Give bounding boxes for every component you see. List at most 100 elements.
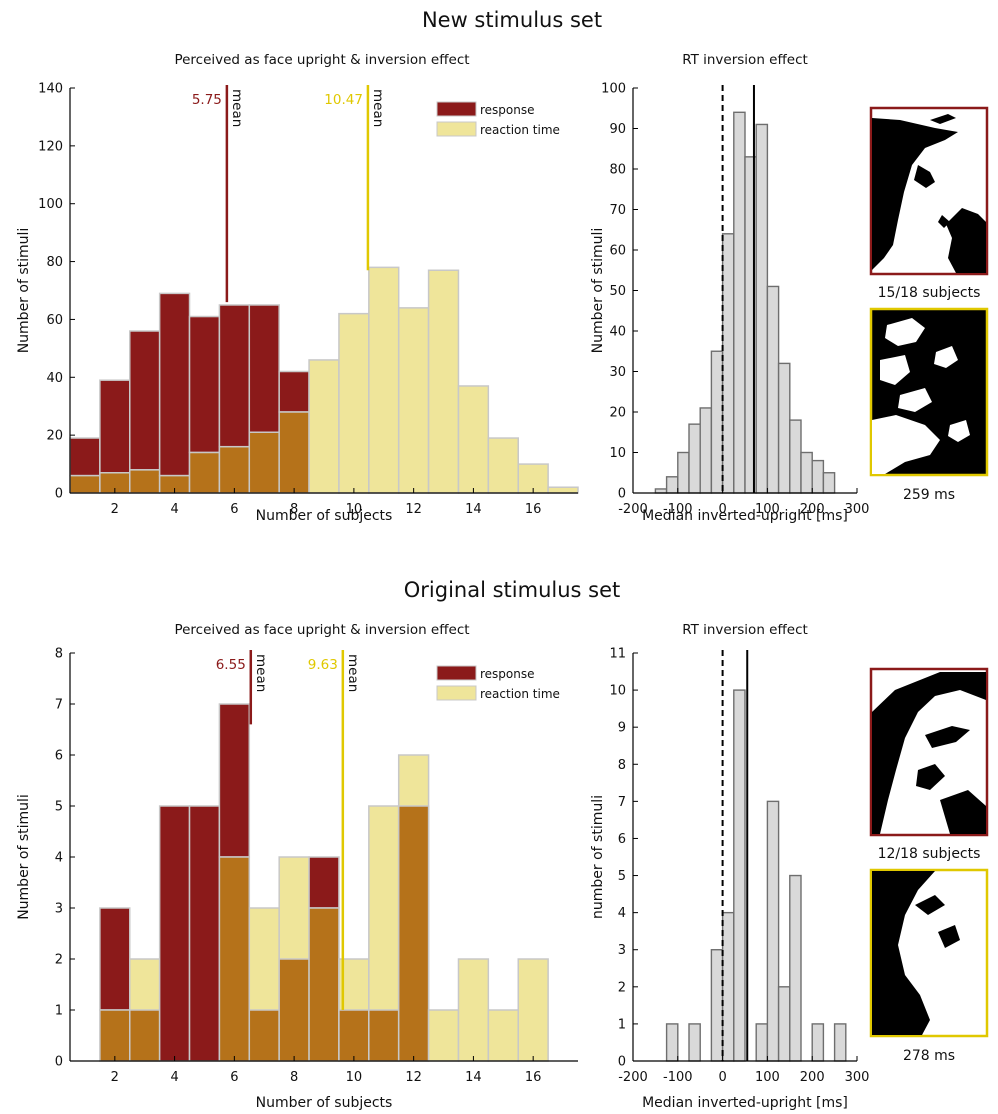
c1-ytick-label: 70 [609,203,626,218]
rt-bar [766,800,780,1062]
bar-response [129,330,161,471]
bar-overlap [129,469,161,494]
c2-xtick-label: 8 [290,1070,298,1085]
rt-bar [733,689,746,1062]
c3-x-label: Median inverted-upright [ms] [642,1095,848,1111]
c3-xtick-label: 300 [845,1070,870,1085]
example-stimulus-rt-original [869,868,989,1038]
bar-response [218,703,251,858]
panel-title-new: New stimulus set [422,8,602,32]
legend-swatch-response [436,101,477,117]
rt-bar [755,1023,769,1062]
bar-response [69,437,101,477]
rt-bar [710,949,724,1062]
rt-bar [811,1023,825,1062]
mean-value-reaction-time: 10.47 [324,92,363,108]
c2-ytick-label: 7 [55,698,63,713]
c3-ytick-label: 0 [618,1055,626,1070]
rt-bar [766,285,780,494]
example-caption-rt-new: 259 ms [903,487,955,503]
c2-xtick-label: 6 [230,1070,238,1085]
bar-overlap [248,1009,280,1062]
example-caption-rt-original: 278 ms [903,1048,955,1064]
bar-response [308,856,340,909]
c3-ytick-label: 4 [618,906,626,921]
rt-bar [654,488,668,494]
c0-title: Perceived as face upright & inversion ef… [174,52,469,68]
example-stimulus-rt-new [869,307,989,477]
rt-bar [665,476,679,494]
c1-ytick-label: 100 [601,82,626,97]
bar-response [99,907,131,1011]
bar-reaction-time [338,312,370,494]
rt-bar [822,472,836,494]
c0-xtick-label: 6 [230,502,238,517]
rt-bar [721,233,735,494]
c3-ytick-label: 2 [618,980,626,995]
rt-bar [710,350,724,494]
hist-rt-new: RT inversion effect 0 10 20 30 40 50 60 70 80 90 10… [590,52,869,524]
legend-label-response: response [480,667,535,681]
example-caption-response-original: 12/18 subjects [878,846,981,862]
rt-bar [789,874,802,1062]
legend-label-reaction-time: reaction time [480,687,560,701]
c1-ytick-label: 60 [609,244,626,259]
c2-ytick-label: 0 [55,1055,63,1070]
rt-bar [777,986,791,1062]
bar-overlap [188,451,221,494]
c0-ytick-label: 60 [46,313,63,328]
c3-ytick-label: 8 [618,758,626,773]
bar-overlap [338,1009,370,1062]
bar-reaction-time [308,359,340,494]
bar-reaction-time [517,958,549,1062]
c2-xtick-label: 4 [170,1070,178,1085]
bar-response [278,370,310,413]
bar-reaction-time [457,385,490,494]
legend-label-reaction-time: reaction time [480,123,560,137]
panel-title-original: Original stimulus set [404,578,620,602]
c3-ytick-label: 3 [618,943,626,958]
bar-reaction-time [487,437,519,494]
mean-word-reaction-time: mean [370,89,386,127]
bar-response [158,292,191,477]
c3-xtick-label: 200 [800,1070,825,1085]
c0-ytick-label: 20 [46,429,63,444]
rt-bar [800,451,813,494]
c3-ytick-label: 1 [618,1017,626,1032]
c3-xtick-label: 0 [718,1070,726,1085]
c2-ytick-label: 5 [55,800,63,815]
c1-ytick-label: 50 [609,284,626,299]
rt-bar [688,1023,701,1062]
c1-xtick-label: 0 [718,502,726,517]
c3-ytick-label: 6 [618,832,626,847]
bar-overlap [129,1009,161,1062]
c3-xtick-label: -200 [618,1070,648,1085]
bar-response [248,304,280,434]
bar-overlap [368,1009,400,1062]
rt-bar [789,419,802,494]
c1-xtick-label: 100 [755,502,780,517]
c1-ytick-label: 80 [609,163,626,178]
bar-overlap [278,958,310,1062]
c3-xtick-label: 100 [755,1070,780,1085]
mean-value-reaction-time: 9.63 [308,657,338,673]
rt-bar [811,459,825,494]
c2-ytick-label: 3 [55,902,63,917]
c1-ytick-label: 90 [609,122,626,137]
bar-overlap [218,445,251,494]
rt-bar [733,111,746,494]
c1-xtick-label: 300 [845,502,870,517]
c0-ytick-label: 120 [38,139,63,154]
c3-ytick-label: 5 [618,869,626,884]
c1-xtick-label: -100 [663,502,693,517]
c0-y-label: Number of stimuli [16,228,32,354]
mean-value-response: 5.75 [192,92,222,108]
c1-ytick-label: 20 [609,406,626,421]
bar-overlap [69,474,101,494]
mean-value-response: 6.55 [216,657,246,673]
bar-reaction-time [427,1009,460,1062]
c0-xtick-label: 4 [170,502,178,517]
c0-ytick-label: 80 [46,255,63,270]
c0-ytick-label: 100 [38,197,63,212]
c2-ytick-label: 8 [55,647,63,662]
